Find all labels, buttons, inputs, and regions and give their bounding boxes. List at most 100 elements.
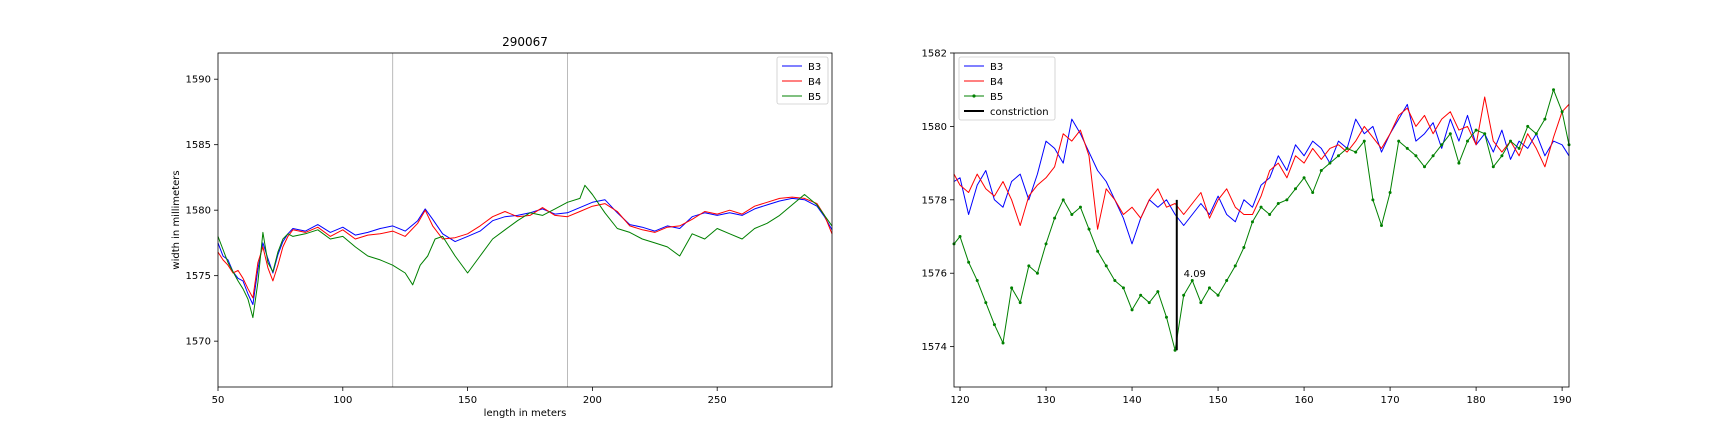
x-tick-label: 150	[1209, 395, 1228, 406]
y-tick-label: 1570	[186, 337, 211, 348]
data-point-b5	[1483, 132, 1487, 136]
data-point-b5	[984, 301, 988, 305]
x-tick-label: 100	[333, 395, 352, 406]
data-point-b5	[1018, 301, 1022, 305]
data-point-b5	[1560, 110, 1564, 114]
x-tick-label: 150	[458, 395, 477, 406]
legend-label-b5-left: B5	[808, 92, 821, 103]
vertical-marker-lines	[392, 53, 568, 387]
data-point-b5	[1130, 308, 1134, 312]
chart-title-left: 290067	[502, 35, 548, 49]
data-point-b5	[1509, 139, 1513, 143]
data-point-b5	[1061, 198, 1065, 202]
x-tick-label: 190	[1553, 395, 1572, 406]
data-point-b5	[1293, 187, 1297, 191]
data-point-b5	[1474, 128, 1478, 132]
data-point-b5	[1216, 293, 1220, 297]
legend-left: B3 B4 B5	[776, 56, 829, 105]
data-point-b5	[1466, 139, 1470, 143]
data-point-b5	[1207, 286, 1211, 290]
data-point-b5	[1534, 132, 1538, 136]
legend-label-b4-left: B4	[808, 77, 821, 88]
data-point-b5	[1285, 198, 1289, 202]
data-point-b5	[1027, 264, 1031, 268]
legend-label-b4-right: B4	[990, 77, 1003, 88]
data-point-b5	[1121, 286, 1125, 290]
data-point-b5	[1087, 227, 1091, 231]
legend-label-b5-right: B5	[990, 92, 1003, 103]
x-tick-label: 140	[1123, 395, 1142, 406]
data-point-b5	[975, 279, 979, 283]
data-point-b5	[1096, 249, 1100, 253]
data-point-b5	[1104, 264, 1108, 268]
data-point-b5	[1422, 165, 1426, 169]
y-tick-label: 1575	[186, 271, 211, 282]
data-point-b5	[1448, 132, 1452, 136]
data-point-b5	[1268, 212, 1272, 216]
data-point-b5	[1070, 212, 1074, 216]
data-point-b5	[1414, 154, 1418, 158]
data-point-b5	[1500, 154, 1504, 158]
data-point-b5	[1147, 301, 1151, 305]
data-point-b5	[1319, 168, 1323, 172]
y-tick-label: 1574	[922, 342, 947, 353]
plot-frame-right	[953, 52, 1570, 388]
x-tick-label: 50	[212, 395, 225, 406]
data-point-b5	[1328, 161, 1332, 165]
y-tick-label: 1582	[922, 49, 947, 60]
x-axis-title-left: length in meters	[484, 408, 567, 419]
x-tick-label: 120	[950, 395, 969, 406]
legend-right: B3 B4 B5 constriction	[958, 56, 1056, 121]
data-point-b5	[1336, 154, 1340, 158]
data-point-b5	[1517, 146, 1521, 150]
data-point-b5	[1259, 205, 1263, 209]
data-point-b5	[1053, 216, 1057, 220]
x-axis-left: 50 100 150 200 250	[212, 387, 727, 406]
legend-box-right	[958, 56, 1056, 121]
chart-right: 4.09 120 130 140 150 160 170 180 190 1574157615…	[922, 49, 1572, 407]
data-point-b5	[1001, 341, 1005, 345]
constriction-marker: 4.09	[1175, 199, 1206, 351]
data-point-b5	[1010, 286, 1014, 290]
legend-box-left	[776, 56, 829, 105]
x-tick-label: 130	[1036, 395, 1055, 406]
data-point-b5	[992, 323, 996, 327]
data-point-b5	[1431, 154, 1435, 158]
data-point-b5	[1457, 161, 1461, 165]
x-tick-label: 180	[1467, 395, 1486, 406]
data-point-b5	[958, 235, 962, 239]
data-point-b5	[1526, 124, 1530, 128]
data-point-b5	[1543, 117, 1547, 121]
data-point-b5	[1035, 271, 1039, 275]
data-point-b5	[1113, 279, 1117, 283]
data-point-b5	[1354, 150, 1358, 154]
data-point-b5	[1276, 201, 1280, 205]
data-point-b5	[1491, 165, 1495, 169]
y-axis-left: 1570 1575 1580 1585 1590	[186, 75, 218, 348]
plot-area-left	[218, 53, 832, 387]
data-point-b5	[1078, 205, 1082, 209]
legend-marker-b5-right	[972, 94, 976, 98]
series-line-b4-right	[953, 96, 1570, 230]
legend-label-b3-left: B3	[808, 62, 821, 73]
series-group-left	[217, 184, 833, 319]
data-point-b5	[1242, 246, 1246, 250]
y-axis-title-left: width in millimeters	[171, 170, 182, 269]
legend-label-b3-right: B3	[990, 62, 1003, 73]
y-axis-right: 1574 1576 1578 1580 1582	[922, 49, 954, 353]
legend-label-constriction: constriction	[990, 107, 1049, 118]
data-point-b5	[1182, 293, 1186, 297]
y-tick-label: 1580	[186, 206, 211, 217]
data-point-b5	[967, 260, 971, 264]
data-point-b5	[1388, 190, 1392, 194]
data-point-b5	[1371, 198, 1375, 202]
series-line-b5-left	[217, 184, 833, 319]
constriction-label: 4.09	[1184, 269, 1206, 280]
data-point-b5	[1302, 176, 1306, 180]
data-point-b5	[1233, 264, 1237, 268]
data-point-b5	[1552, 88, 1556, 92]
series-line-b3-right	[953, 103, 1570, 245]
y-tick-label: 1585	[186, 140, 211, 151]
data-point-b5	[1405, 146, 1409, 150]
